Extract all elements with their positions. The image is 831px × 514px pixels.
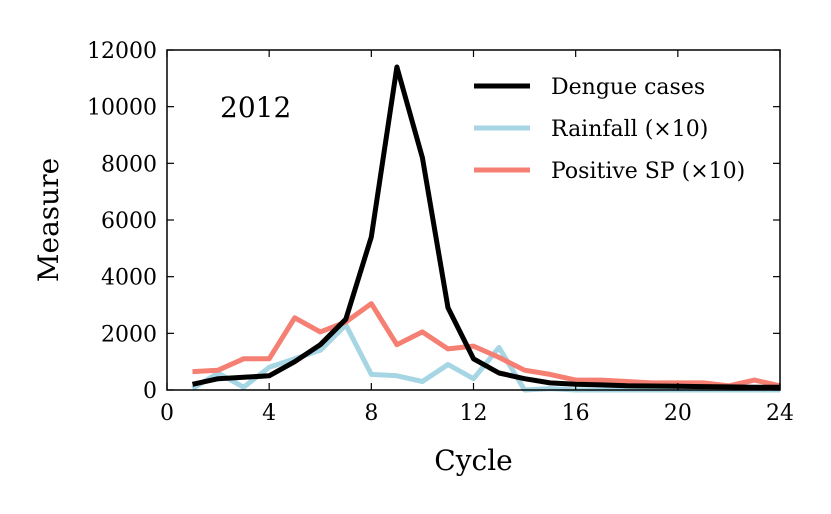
y-tick-label: 8000 xyxy=(101,152,157,177)
series-line-1 xyxy=(191,322,780,393)
x-tick-label: 20 xyxy=(664,401,692,426)
ticks-layer: 0 4 8 12 16 20 24 0 2000 4000 6000 8000 10000 12000 xyxy=(87,39,794,426)
y-tick-label: 0 xyxy=(143,379,157,404)
x-tick-label: 24 xyxy=(766,401,794,426)
y-tick-label: 2000 xyxy=(101,322,157,347)
legend-label-2: Positive SP (×10) xyxy=(551,159,745,184)
y-tick-label: 6000 xyxy=(101,209,157,234)
y-tick-label: 4000 xyxy=(101,266,157,291)
series-line-0 xyxy=(191,64,780,390)
legend-label-1: Rainfall (×10) xyxy=(551,117,708,142)
y-tick-label: 12000 xyxy=(87,39,157,64)
y-tick-label: 10000 xyxy=(87,96,157,121)
year-annotation: 2012 xyxy=(220,91,291,124)
legend-label-0: Dengue cases xyxy=(551,75,705,100)
legend: Dengue cases Rainfall (×10) Positive SP (×… xyxy=(474,75,745,184)
x-tick-label: 4 xyxy=(262,401,276,426)
series-line-2 xyxy=(192,301,781,389)
x-tick-label: 0 xyxy=(160,401,174,426)
x-tick-label: 16 xyxy=(562,401,590,426)
y-axis-label: Measure xyxy=(32,158,65,282)
x-axis-label: Cycle xyxy=(434,444,512,477)
x-tick-label: 8 xyxy=(364,401,378,426)
x-tick-label: 12 xyxy=(460,401,488,426)
